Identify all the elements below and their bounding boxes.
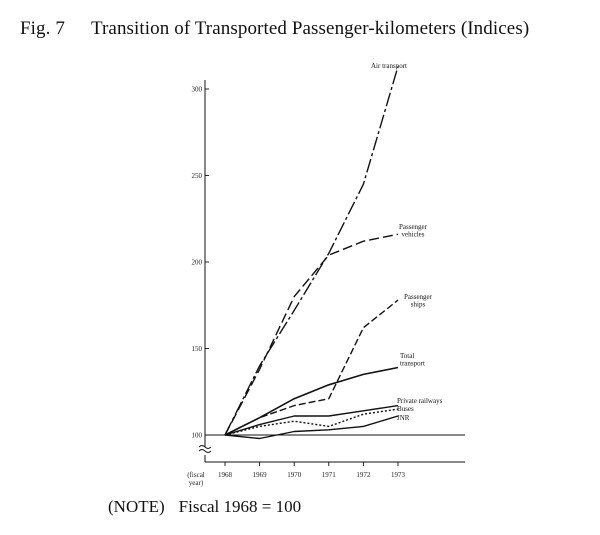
- series-line-private: [224, 404, 399, 436]
- series-label-line: transport: [400, 360, 425, 368]
- y-tick-label: 300: [192, 86, 203, 94]
- x-tick-label: 1969: [253, 471, 268, 479]
- chart-ticks: 100 150 200 250 300 1968 1969 1970 1971 1972 1973 (…: [187, 86, 405, 488]
- x-tick-label: 1972: [356, 471, 371, 479]
- series-line-total: [224, 366, 399, 436]
- x-tick-label: 1973: [391, 471, 406, 479]
- series-label-line: ships: [411, 301, 426, 309]
- y-tick-label: 100: [192, 432, 203, 440]
- chart-series-lines: [224, 66, 399, 440]
- series-label-line: Private railways: [397, 397, 443, 405]
- series-label-line: Air transport: [371, 62, 407, 70]
- series-label-total: Total transport: [400, 352, 425, 368]
- series-label-buses: Buses: [397, 405, 414, 413]
- series-line-vehicles: [224, 233, 399, 436]
- series-label-private: Private railways: [397, 397, 443, 405]
- series-label-line: Passenger: [404, 293, 433, 301]
- figure-title-text: Transition of Transported Passenger-kilo…: [90, 18, 530, 39]
- chart-axes: [198, 80, 465, 463]
- series-label-vehicles: Passenger vehicles: [399, 223, 428, 239]
- series-label-line: vehicles: [402, 231, 425, 239]
- series-label-air: Air transport: [371, 62, 407, 70]
- series-label-line: Total: [400, 352, 414, 360]
- x-axis-label: year): [189, 479, 204, 487]
- x-tick-label: 1971: [322, 471, 337, 479]
- x-tick-label: 1968: [218, 471, 233, 479]
- series-line-ships: [224, 299, 399, 436]
- series-label-ships: Passenger ships: [404, 293, 433, 309]
- series-label-line: Buses: [397, 405, 414, 413]
- figure-number: Fig. 7: [20, 18, 65, 39]
- series-line-jnr: [224, 415, 399, 440]
- y-tick-label: 250: [192, 172, 203, 180]
- series-line-buses: [224, 408, 399, 436]
- x-axis-label: (fiscal: [187, 471, 205, 479]
- series-label-jnr: JNR: [397, 414, 410, 422]
- figure-title: Fig. 7 Transition of Transported Passenge…: [20, 18, 529, 40]
- axis-break-mark: [198, 445, 212, 453]
- series-label-line: Passenger: [399, 223, 428, 231]
- note-text: Fiscal 1968 = 100: [178, 497, 302, 516]
- y-tick-label: 150: [192, 345, 203, 353]
- note-label: (NOTE): [108, 497, 165, 516]
- chart-note: (NOTE) Fiscal 1968 = 100: [108, 497, 301, 517]
- y-tick-label: 200: [192, 259, 203, 267]
- x-tick-label: 1970: [287, 471, 302, 479]
- series-line-air: [224, 66, 399, 436]
- series-label-line: JNR: [397, 414, 410, 422]
